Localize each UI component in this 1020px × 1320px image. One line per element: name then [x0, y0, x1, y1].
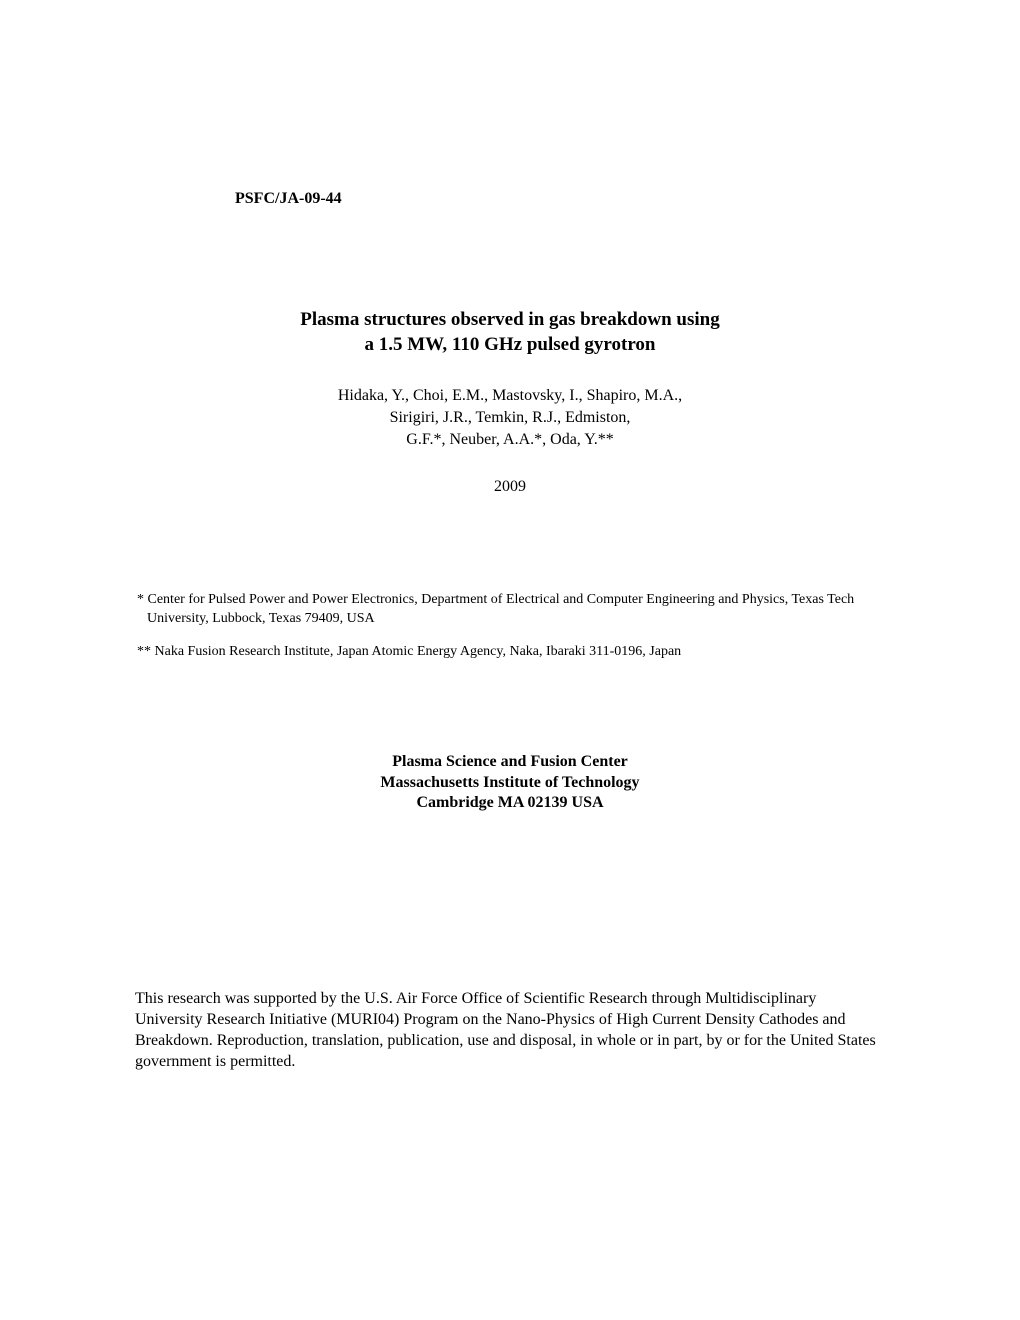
authors-line-2: Sirigiri, J.R., Temkin, R.J., Edmiston, — [135, 407, 885, 429]
affiliation-1: * Center for Pulsed Power and Power Elec… — [145, 591, 885, 629]
institution-block: Plasma Science and Fusion Center Massach… — [135, 752, 885, 814]
institution-line-3: Cambridge MA 02139 USA — [135, 793, 885, 814]
institution-line-1: Plasma Science and Fusion Center — [135, 752, 885, 773]
authors-block: Hidaka, Y., Choi, E.M., Mastovsky, I., S… — [135, 385, 885, 450]
page-container: PSFC/JA-09-44 Plasma structures observed… — [0, 0, 1020, 1172]
funding-statement: This research was supported by the U.S. … — [135, 989, 885, 1072]
report-id: PSFC/JA-09-44 — [235, 190, 885, 208]
publication-year: 2009 — [135, 478, 885, 496]
authors-line-3: G.F.*, Neuber, A.A.*, Oda, Y.** — [135, 429, 885, 451]
institution-line-2: Massachusetts Institute of Technology — [135, 773, 885, 794]
affiliation-2: ** Naka Fusion Research Institute, Japan… — [135, 643, 885, 662]
authors-line-1: Hidaka, Y., Choi, E.M., Mastovsky, I., S… — [135, 385, 885, 407]
title-block: Plasma structures observed in gas breakd… — [135, 308, 885, 357]
title-line-1: Plasma structures observed in gas breakd… — [135, 308, 885, 333]
title-line-2: a 1.5 MW, 110 GHz pulsed gyrotron — [135, 333, 885, 358]
